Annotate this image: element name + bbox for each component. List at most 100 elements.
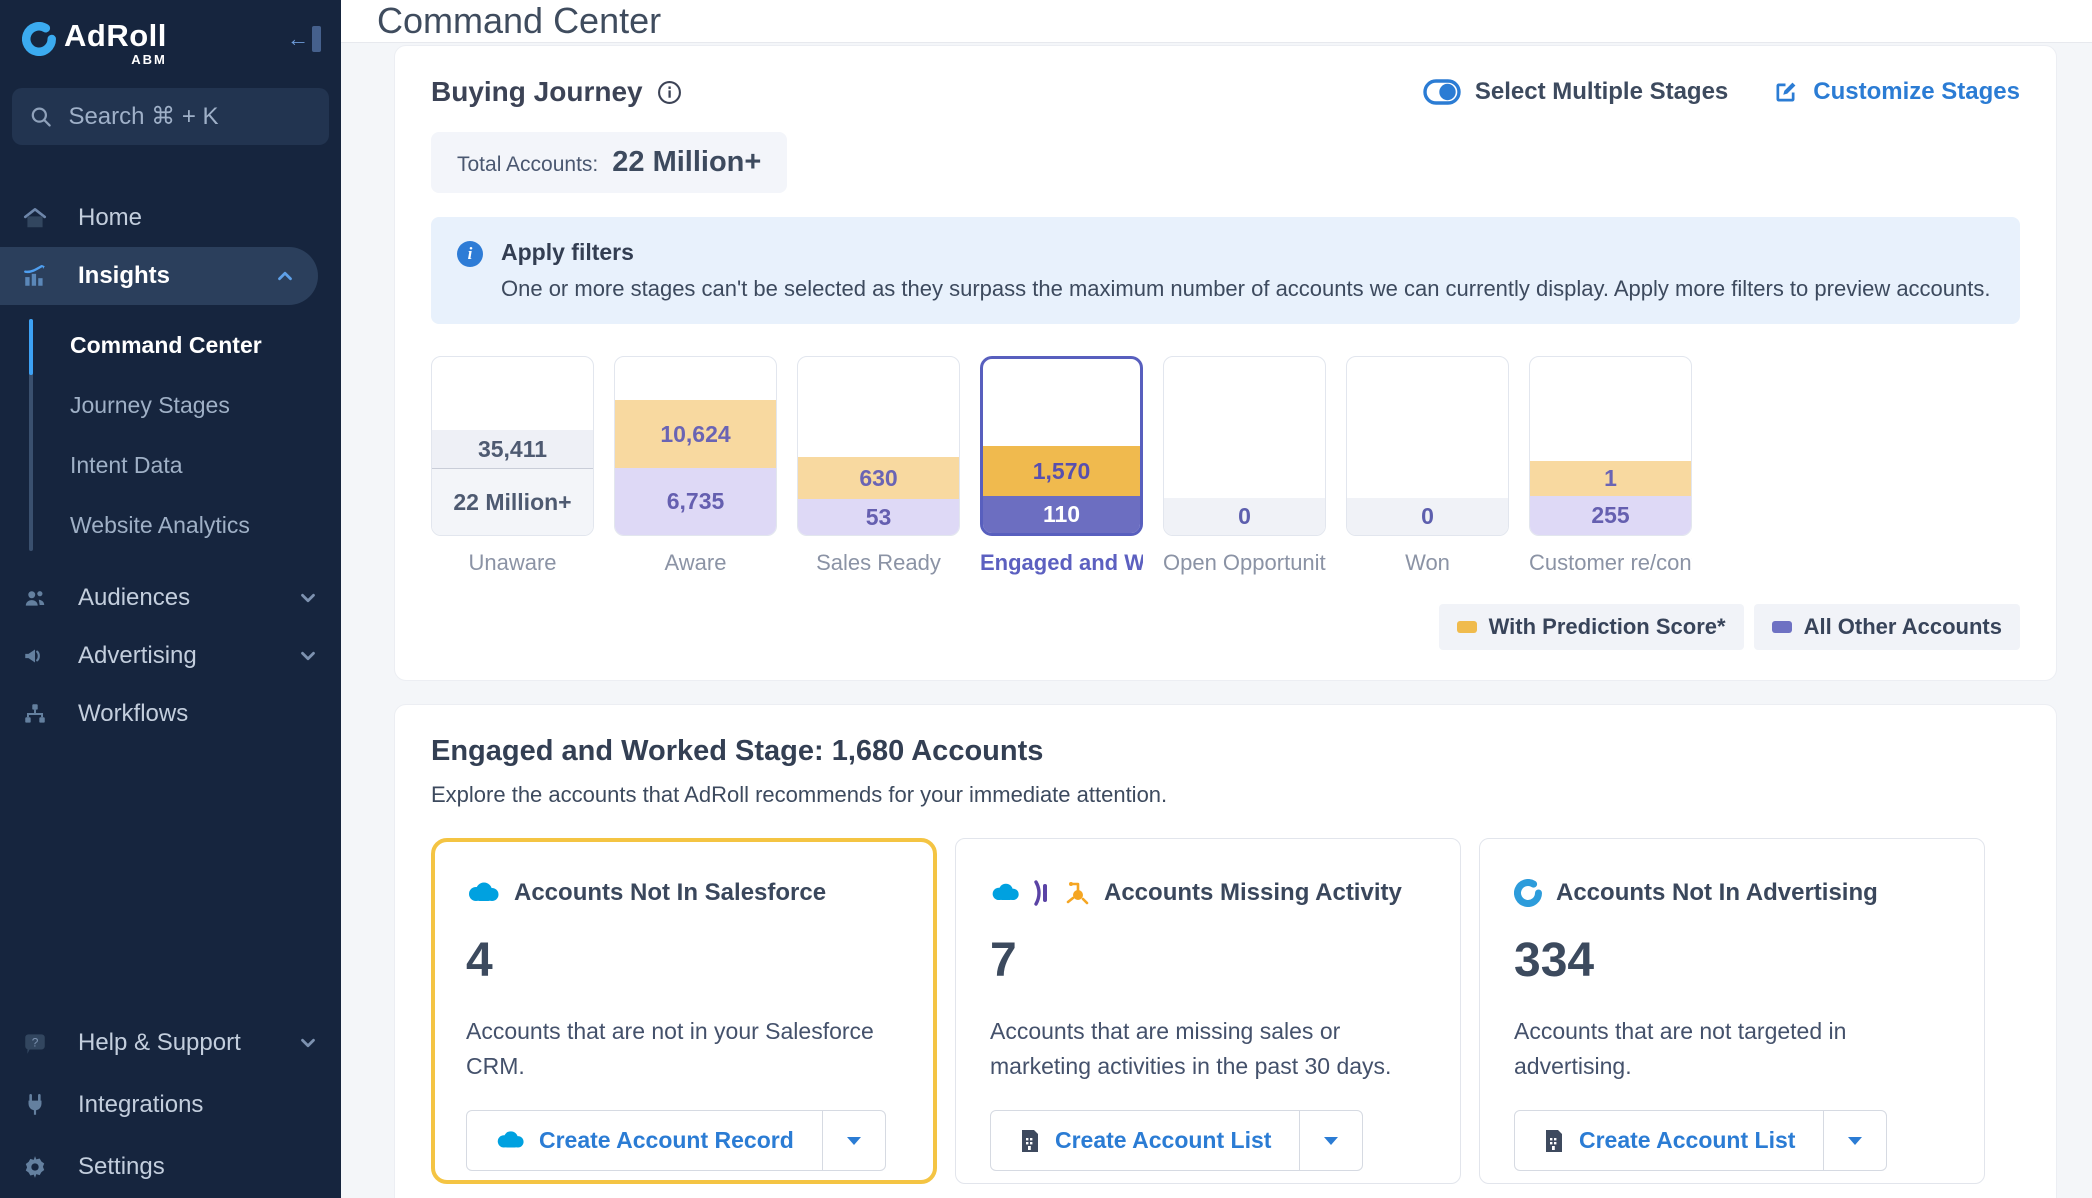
stage-card[interactable]: 0	[1346, 356, 1509, 536]
sidebar-nav: Home Insights Command Center Journey St	[0, 189, 341, 743]
create-account-list-button[interactable]: Create Account List	[991, 1111, 1301, 1170]
segment-value: 630	[798, 457, 959, 499]
sidebar-item-help-support[interactable]: ? Help & Support	[0, 1012, 341, 1074]
stage-label: Open Opportunity	[1163, 550, 1326, 575]
banner-body: One or more stages can't be selected as …	[501, 276, 1991, 301]
dropdown-caret-button[interactable]	[1824, 1111, 1886, 1170]
buying-journey-title: Buying Journey	[431, 76, 682, 108]
stage-card[interactable]: 630 53	[797, 356, 960, 536]
salesforce-icon	[992, 883, 1019, 901]
stage-card-selected[interactable]: 1,570 110	[980, 356, 1143, 536]
sidebar-item-insights[interactable]: Insights	[0, 247, 318, 305]
customize-stages-link[interactable]: Customize Stages	[1772, 78, 2020, 106]
select-multiple-stages-toggle[interactable]: Select Multiple Stages	[1423, 78, 1728, 106]
sidebar-search[interactable]	[12, 88, 329, 145]
stage-label: Won	[1405, 550, 1450, 575]
svg-text:?: ?	[32, 1035, 39, 1049]
card-count: 4	[466, 934, 493, 987]
sidebar-collapse-button[interactable]: ←	[287, 26, 321, 52]
card-count: 7	[990, 934, 1017, 987]
stage-unaware: 35,411 22 Million+ Unaware	[431, 356, 594, 576]
advertising-icon	[22, 643, 48, 669]
stage-won: 0 Won	[1346, 356, 1509, 576]
legend-with-prediction-score: With Prediction Score*	[1438, 604, 1744, 650]
account-list-icon	[1546, 1129, 1562, 1152]
legend-all-other-accounts: All Other Accounts	[1753, 604, 2020, 650]
segment-value: 1,570	[983, 446, 1140, 496]
chevron-down-icon	[297, 587, 319, 609]
buying-journey-funnel: 35,411 22 Million+ Unaware 10,624 6,735 …	[431, 356, 2020, 576]
toggle-icon	[1423, 79, 1461, 105]
hubspot-icon	[1066, 882, 1089, 905]
dropdown-caret-button[interactable]	[823, 1111, 885, 1170]
caret-down-icon	[846, 1136, 861, 1145]
stage-card[interactable]: 35,411 22 Million+	[431, 356, 594, 536]
search-input[interactable]	[68, 102, 311, 131]
dropdown-caret-button[interactable]	[1300, 1111, 1362, 1170]
segment-value: 6,735	[615, 468, 776, 535]
funnel-legend: With Prediction Score* All Other Account…	[431, 604, 2020, 650]
stage-engaged-and-worked: 1,570 110 Engaged and Wo…	[980, 356, 1143, 576]
sidebar-nav-bottom: ? Help & Support Integrations Settings	[0, 1012, 341, 1198]
legend-swatch-amber	[1456, 621, 1477, 633]
segment-value: 0	[1347, 498, 1508, 535]
salesforce-icon	[497, 1131, 524, 1148]
logo-row: AdRoll ABM ←	[0, 0, 341, 66]
sidebar-item-website-analytics[interactable]: Website Analytics	[70, 511, 250, 538]
page-title: Command Center	[377, 0, 662, 41]
card-accounts-missing-activity: Accounts Missing Activity 7 Accounts tha…	[955, 838, 1461, 1184]
caret-down-icon	[1324, 1136, 1339, 1145]
insights-icon	[22, 263, 48, 289]
create-account-list-split-button: Create Account List	[990, 1110, 1364, 1171]
plug-icon	[22, 1092, 48, 1118]
total-accounts-label: Total Accounts:	[457, 153, 599, 176]
segment-value: 1	[1530, 461, 1691, 496]
segment-value: 0	[1164, 498, 1325, 535]
stage-label: Unaware	[468, 550, 557, 575]
create-account-list-button[interactable]: Create Account List	[1515, 1111, 1825, 1170]
main-content: Command Center Buying Journey	[341, 0, 2092, 1198]
sidebar-item-label: Settings	[78, 1153, 165, 1180]
sidebar-item-label: Home	[78, 204, 143, 231]
apply-filters-banner: i Apply filters One or more stages can't…	[431, 217, 2020, 324]
gear-icon	[22, 1154, 48, 1180]
adroll-icon	[1514, 879, 1542, 907]
info-icon[interactable]	[657, 80, 682, 105]
info-filled-icon: i	[457, 241, 483, 267]
card-title: Accounts Not In Advertising	[1556, 879, 1878, 906]
stage-open-opportunity: 0 Open Opportunity	[1163, 356, 1326, 576]
create-account-record-button[interactable]: Create Account Record	[467, 1111, 823, 1170]
home-icon	[22, 205, 48, 231]
sidebar-item-audiences[interactable]: Audiences	[0, 569, 341, 627]
stage-label: Aware	[664, 550, 727, 575]
sidebar-item-intent-data[interactable]: Intent Data	[70, 451, 183, 478]
sidebar-item-command-center[interactable]: Command Center	[70, 331, 262, 358]
chevron-down-icon	[297, 1032, 319, 1054]
stage-aware: 10,624 6,735 Aware	[614, 356, 777, 576]
sidebar-item-label: Audiences	[78, 584, 191, 611]
card-description: Accounts that are not in your Salesforce…	[466, 1018, 874, 1079]
segment-value: 35,411	[432, 430, 593, 468]
sidebar-item-workflows[interactable]: Workflows	[0, 685, 341, 743]
sidebar-item-advertising[interactable]: Advertising	[0, 627, 341, 685]
banner-title: Apply filters	[501, 239, 634, 265]
total-accounts-box: Total Accounts: 22 Million+	[431, 132, 788, 193]
segment-value: 110	[983, 496, 1140, 533]
stage-label: Customer re/cont…	[1529, 550, 1692, 575]
edit-icon	[1776, 82, 1796, 101]
submenu-track-active	[29, 319, 33, 375]
stage-card[interactable]: 10,624 6,735	[614, 356, 777, 536]
chevron-down-icon	[297, 645, 319, 667]
sidebar-item-home[interactable]: Home	[0, 189, 341, 247]
sidebar-item-journey-stages[interactable]: Journey Stages	[70, 391, 230, 418]
submenu-track	[29, 319, 33, 551]
legend-swatch-indigo	[1771, 621, 1792, 633]
stage-card[interactable]: 0	[1163, 356, 1326, 536]
adroll-logo-icon	[22, 22, 56, 56]
sidebar-item-integrations[interactable]: Integrations	[0, 1074, 341, 1136]
engaged-stage-panel: Engaged and Worked Stage: 1,680 Accounts…	[394, 704, 2057, 1198]
stage-card[interactable]: 1 255	[1529, 356, 1692, 536]
sidebar: AdRoll ABM ← Home	[0, 0, 341, 1198]
brand-sub: ABM	[131, 52, 167, 67]
sidebar-item-settings[interactable]: Settings	[0, 1136, 341, 1198]
